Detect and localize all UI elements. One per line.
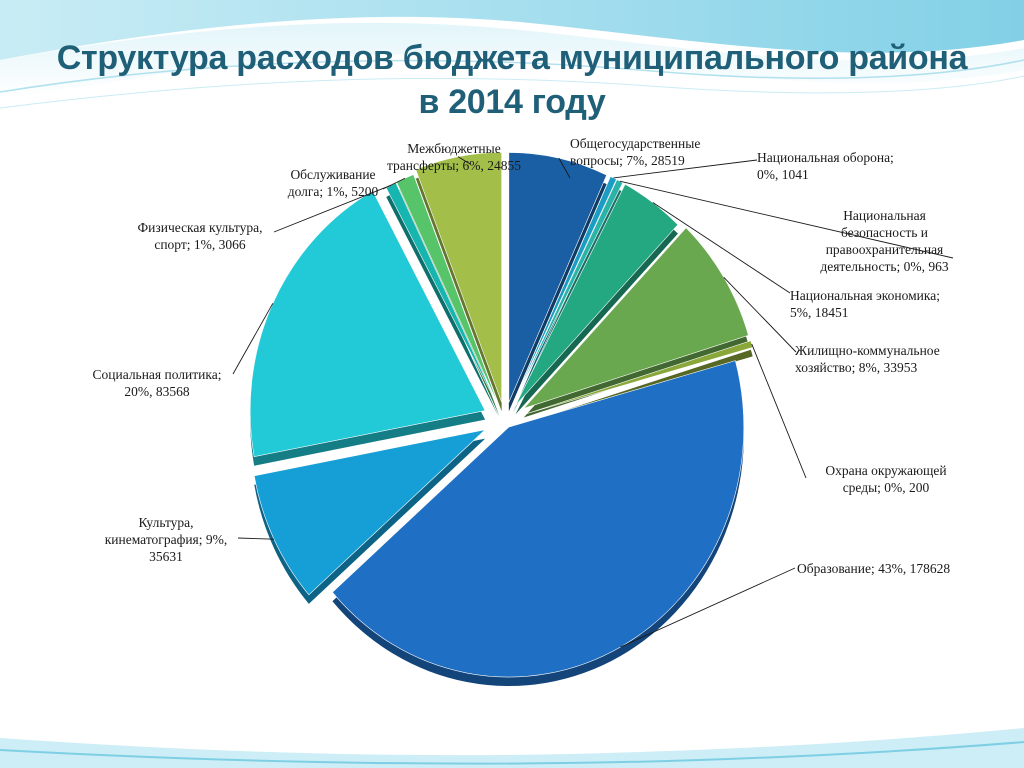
slice-label-12: Межбюджетные трансферты; 6%, 24855 <box>384 140 524 174</box>
slice-label-line: 0%, 1041 <box>757 167 809 182</box>
slice-label-10: Физическая культура, спорт; 1%, 3066 <box>126 219 274 253</box>
leader-line-11 <box>382 177 406 190</box>
slice-label-line: трансферты; 6%, 24855 <box>386 158 522 173</box>
leader-line-10 <box>273 184 392 233</box>
leader-line-6 <box>751 343 807 479</box>
leader-line-3 <box>619 180 954 259</box>
slice-label-7: Образование; 43%, 178628 <box>797 560 950 577</box>
slice-label-6: Охрана окружающей среды; 0%, 200 <box>806 462 966 496</box>
leader-line-8 <box>237 537 275 540</box>
slice-label-line: кинематография; 9%, <box>104 532 228 547</box>
pie-slice-side-6 <box>526 349 753 423</box>
leader-line-2 <box>613 159 758 179</box>
pie-slice-7 <box>332 360 745 678</box>
slice-label-9: Социальная политика; 20%, 83568 <box>82 366 232 400</box>
slice-label-line: Обслуживание <box>290 167 376 182</box>
pie-slice-side-10 <box>386 191 499 417</box>
pie-slice-8 <box>253 429 487 596</box>
slice-label-line: 20%, 83568 <box>124 384 190 399</box>
slice-label-line: вопросы; 7%, 28519 <box>570 153 685 168</box>
slice-label-line: Национальная оборона; <box>757 150 894 165</box>
slice-label-line: безопасность и <box>840 225 929 240</box>
slice-label-line: хозяйство; 8%, 33953 <box>795 360 918 375</box>
slice-label-line: 35631 <box>149 549 183 564</box>
slice-label-line: Охрана окружающей <box>825 463 947 478</box>
leader-line-1 <box>558 157 571 179</box>
slice-label-line: Межбюджетные <box>407 141 501 156</box>
slice-label-2: Национальная оборона; 0%, 1041 <box>757 149 894 183</box>
slice-label-line: Национальная экономика; <box>790 288 940 303</box>
slice-label-1: Общегосударственные вопросы; 7%, 28519 <box>570 135 700 169</box>
leader-line-7 <box>620 567 796 648</box>
leader-line-4 <box>652 202 791 294</box>
slice-label-line: деятельность; 0%, 963 <box>820 259 949 274</box>
leader-line-12 <box>457 156 471 165</box>
slice-label-line: Образование; 43%, 178628 <box>797 561 951 576</box>
slice-label-line: 5%, 18451 <box>790 305 849 320</box>
slice-label-line: долга; 1%, 5200 <box>287 184 379 199</box>
page-title: Структура расходов бюджета муниципальног… <box>0 36 1024 124</box>
slice-label-line: Социальная политика; <box>92 367 222 382</box>
slice-label-4: Национальная экономика; 5%, 18451 <box>790 287 940 321</box>
slice-label-3: Национальная безопасность и правоохранител… <box>817 207 952 275</box>
title-line-2: в 2014 году <box>418 83 606 121</box>
slice-label-line: правоохранительная <box>825 242 944 257</box>
slice-label-line: Культура, <box>138 515 194 530</box>
leader-line-5 <box>723 276 797 353</box>
leader-line-9 <box>232 303 274 375</box>
slice-label-line: Физическая культура, <box>137 220 263 235</box>
title-line-1: Структура расходов бюджета муниципальног… <box>56 39 968 77</box>
slice-label-8: Культура, кинематография; 9%, 35631 <box>96 514 236 565</box>
slice-label-5: Жилищно-коммунальное хозяйство; 8%, 33953 <box>795 342 940 376</box>
slice-label-line: Общегосударственные <box>570 136 701 151</box>
slice-label-line: Национальная <box>843 208 926 223</box>
pie-slice-5 <box>522 227 749 410</box>
slice-label-line: спорт; 1%, 3066 <box>154 237 246 252</box>
slice-label-line: среды; 0%, 200 <box>842 480 930 495</box>
slice-label-11: Обслуживание долга; 1%, 5200 <box>283 166 383 200</box>
slice-label-line: Жилищно-коммунальное <box>795 343 940 358</box>
